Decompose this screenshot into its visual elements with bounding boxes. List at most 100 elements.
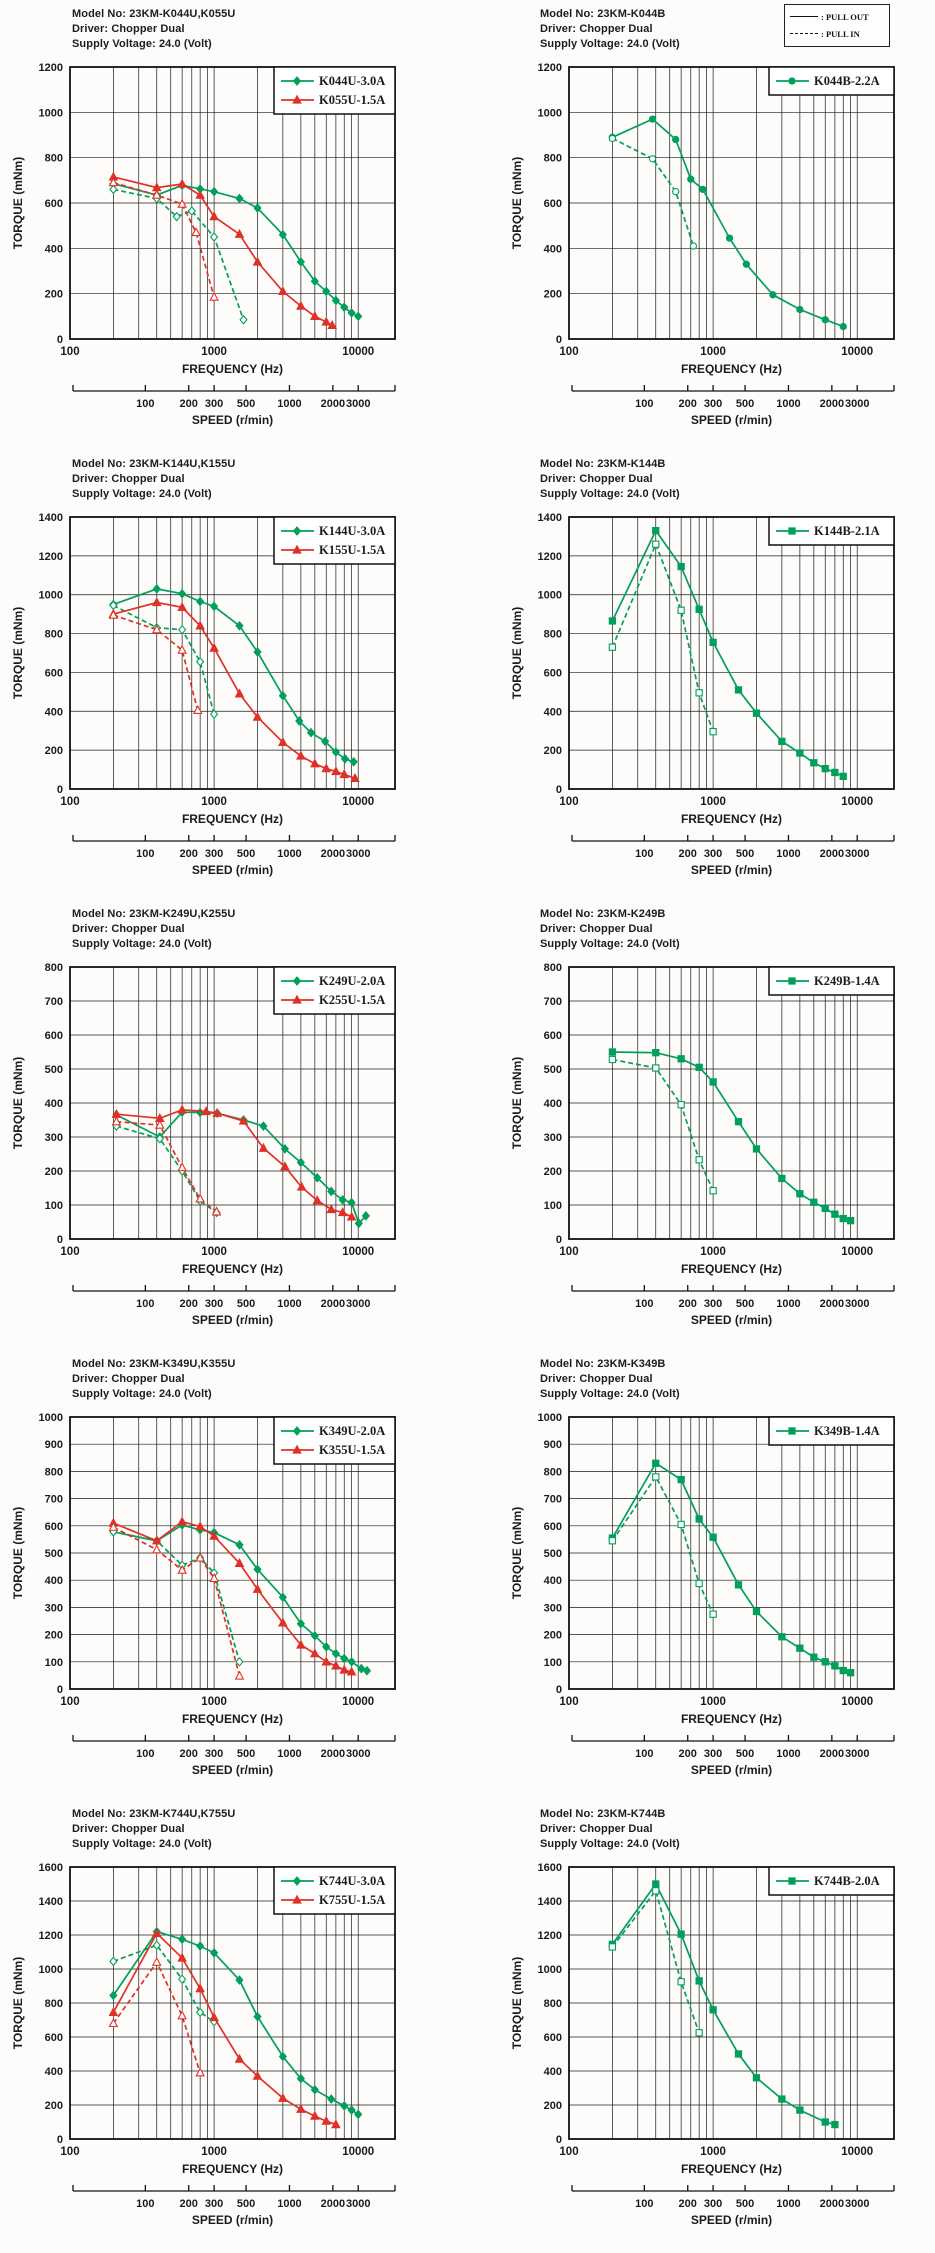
speed-axis [571,1284,895,1292]
marker-triangle [252,1583,263,1593]
y-tick-label: 500 [45,1548,63,1560]
marker-diamond [178,1933,187,1944]
y-tick-label: 1400 [538,1896,562,1908]
driver: Driver: Chopper Dual [540,23,653,36]
plot-border [69,65,396,340]
x-axis-title: FREQUENCY (Hz) [681,1712,782,1726]
legend-series-label: K249U-2.0A [319,974,385,988]
speed-tick-label: 100 [635,1748,653,1760]
series-K044B-2.2A [608,114,847,330]
speed-tick-label: 2000 [820,1298,844,1310]
speed-axis-title: SPEED (r/min) [192,863,273,877]
speed-tick-label: 500 [237,1298,255,1310]
model-no: Model No: 23KM-K044U,K055U [72,8,236,20]
legend-series-label: K255U-1.5A [319,993,385,1007]
y-tick-label: 800 [45,152,63,164]
y-tick-label: 800 [45,628,63,640]
speed-tick-labels: 100 200 300 500 1000 2000 3000 [136,1298,370,1310]
speed-tick-label: 1000 [277,2198,301,2210]
speed-tick-label: 2000 [820,848,844,860]
speed-tick-label: 2000 [820,2198,844,2210]
torque-frequency-chart: 0 200 400 600 800 1000 1200 1400 100 1000 10000 FRE… [510,512,895,877]
speed-tick-label: 3000 [845,1748,869,1760]
pull-out-curve [611,528,844,777]
marker-triangle [278,2092,288,2102]
marker-triangle [209,2011,219,2021]
marker-triangle [280,1160,290,1170]
speed-tick-label: 300 [704,1298,722,1310]
chart-cell-k744b: Model No: 23KM-K744B Driver: Chopper Dua… [467,1802,935,2252]
chart-cell-k044b: Model No: 23KM-K044B Driver: Chopper Dua… [467,2,935,452]
speed-tick-label: 300 [205,1298,223,1310]
x-tick-labels: 100 1000 10000 [60,1696,374,1708]
y-tick-label: 500 [544,1064,562,1076]
pull-out-curve [612,117,844,327]
y-tick-label: 300 [45,1602,63,1614]
speed-tick-label: 200 [679,848,697,860]
marker-diamond [109,184,118,194]
chart-legend-box [273,1415,396,1465]
speed-tick-labels: 100 200 300 500 1000 2000 3000 [136,1748,370,1760]
marker-diamond [340,1653,349,1663]
marker-triangle [331,2118,341,2128]
y-tick-label: 200 [45,745,63,757]
marker-triangle [292,1894,302,1904]
marker-triangle [292,544,302,554]
marker-square [608,1055,617,1063]
marker-square [652,1879,660,1888]
marker-circle [648,114,657,123]
marker-square [796,748,804,757]
marker-square [778,2094,786,2103]
speed-tick-label: 1000 [776,1298,800,1310]
supply-voltage: Supply Voltage: 24.0 (Volt) [72,38,212,51]
marker-square [752,709,761,717]
marker-square [652,526,660,534]
pull-out-curve [112,1930,359,2115]
speed-axis [571,1734,895,1742]
pull-in-curve [612,137,695,246]
marker-triangle [312,1194,323,1204]
chart-header: Model No: 23KM-K349B Driver: Chopper Dua… [540,1357,935,1403]
plot-border [69,965,396,1240]
marker-square [734,1580,743,1588]
y-tick-label: 1200 [538,1930,562,1942]
speed-tick-label: 300 [205,1748,223,1760]
marker-diamond [178,624,187,635]
marker-diamond [354,310,363,321]
pull-out-label: : PULL OUT [821,11,869,22]
marker-diamond [253,1563,262,1574]
y-tick-label: 600 [45,1030,63,1042]
marker-triangle [177,601,187,611]
marker-diamond [209,186,219,197]
speed-tick-label: 100 [136,1748,154,1760]
marker-triangle [296,1639,306,1649]
marker-diamond [109,1990,118,2000]
marker-square [752,2073,761,2081]
y-tick-label: 0 [556,1234,562,1246]
speed-tick-label: 200 [180,848,198,860]
y-tick-label: 1000 [538,1964,562,1976]
y-tick-label: 400 [544,1098,562,1110]
speed-tick-label: 3000 [346,848,370,860]
y-tick-label: 200 [45,1166,63,1178]
chart-cell-k144u: Model No: 23KM-K144U,K155U Driver: Chopp… [0,452,467,902]
speed-axis-title: SPEED (r/min) [691,413,772,427]
x-tick-label: 10000 [841,2146,873,2158]
y-tick-label: 700 [544,1493,562,1505]
marker-square [652,1886,660,1894]
speed-tick-label: 1000 [776,848,800,860]
marker-square [831,1661,839,1670]
grid [70,1416,395,1689]
marker-square [778,737,786,745]
speed-axis-title: SPEED (r/min) [192,2213,273,2227]
series-K144B-2.1A [608,526,847,780]
y-tick-label: 1200 [538,550,562,562]
speed-tick-label: 1000 [277,398,301,410]
model-no: Model No: 23KM-K044B [540,8,666,20]
plot-border [568,65,895,340]
y-tick-label: 0 [556,2134,562,2146]
marker-diamond [196,2007,205,2017]
driver: Driver: Chopper Dual [540,473,653,486]
